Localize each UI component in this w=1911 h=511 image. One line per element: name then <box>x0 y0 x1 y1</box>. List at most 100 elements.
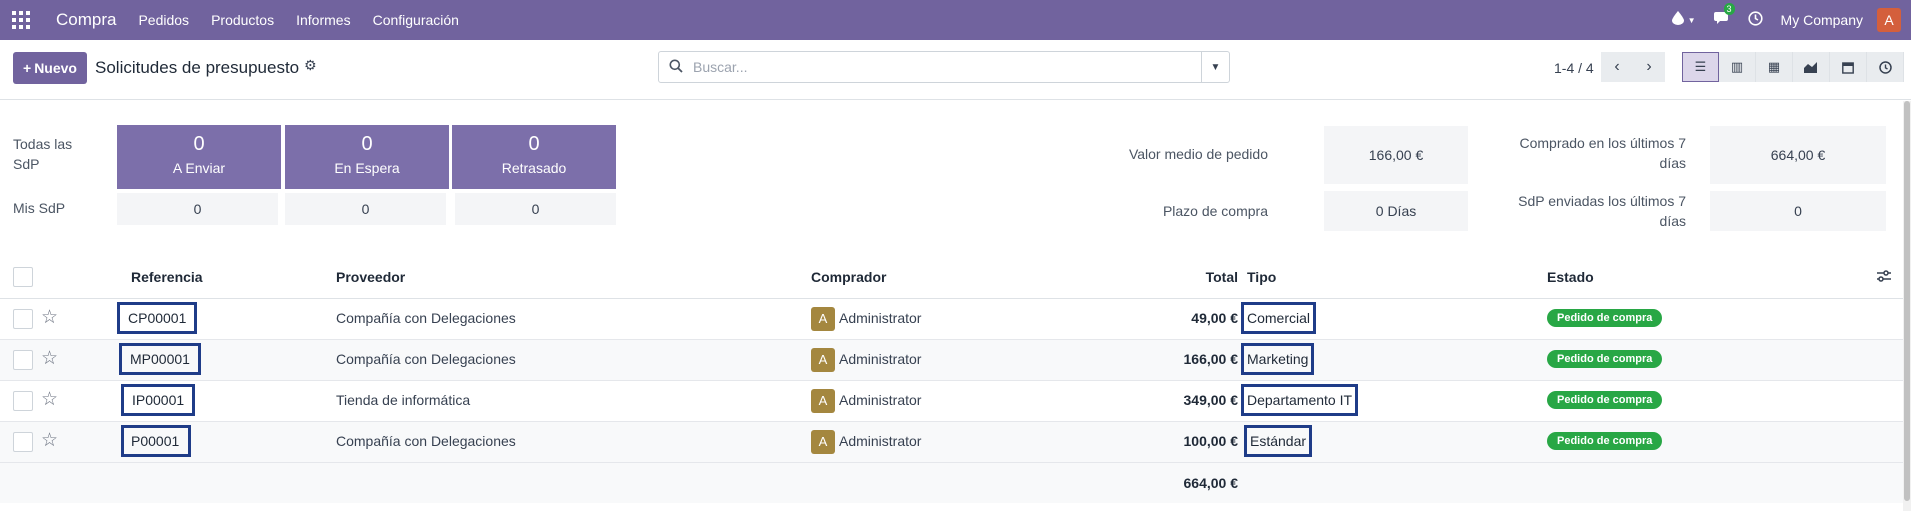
column-header-reference[interactable]: Referencia <box>131 269 203 285</box>
column-header-vendor[interactable]: Proveedor <box>336 269 406 285</box>
row-buyer: Administrator <box>839 433 922 449</box>
status-badge: Pedido de compra <box>1547 432 1663 450</box>
row-type: Estándar <box>1244 425 1313 457</box>
buyer-avatar: A <box>811 348 835 372</box>
top-navbar: Compra Pedidos Productos Informes Config… <box>0 0 1911 40</box>
tile-late-label: Retrasado <box>501 160 567 176</box>
lead-time-value: 0 Días <box>1324 191 1468 231</box>
all-rfq-label: Todas las SdP <box>13 136 73 172</box>
search-input[interactable] <box>693 59 1201 75</box>
purchase-dashboard: Todas las SdP Mis SdP 0 A Enviar 0 En Es… <box>0 101 1911 257</box>
row-buyer: Administrator <box>839 351 922 367</box>
list-view-icon[interactable]: ☰ <box>1682 52 1719 82</box>
app-brand[interactable]: Compra <box>56 10 117 29</box>
rfq-list-table: Referencia Proveedor Comprador Total Tip… <box>0 257 1911 503</box>
status-badge: Pedido de compra <box>1547 391 1663 409</box>
new-button-label: Nuevo <box>34 60 77 76</box>
messages-icon[interactable]: 3 <box>1713 3 1735 29</box>
row-checkbox[interactable] <box>13 309 33 329</box>
my-to-send-count[interactable]: 0 <box>117 193 278 225</box>
star-icon[interactable]: ☆ <box>41 348 59 369</box>
buyer-avatar: A <box>811 430 835 454</box>
row-type: Marketing <box>1241 343 1315 375</box>
tile-waiting-label: En Espera <box>334 160 400 176</box>
activity-view-icon[interactable] <box>1867 52 1904 82</box>
pager-previous-button[interactable]: ‹ <box>1601 52 1633 82</box>
avg-order-label: Valor medio de pedido <box>1128 146 1268 162</box>
plus-icon: + <box>23 60 32 76</box>
menu-informes[interactable]: Informes <box>296 12 351 28</box>
user-avatar[interactable]: A <box>1877 8 1901 32</box>
search-options-toggle[interactable]: ▼ <box>1201 52 1229 82</box>
table-row[interactable]: ☆ CP00001 Compañía con Delegaciones A Ad… <box>0 299 1911 340</box>
search-bar[interactable]: ▼ <box>658 51 1230 83</box>
row-checkbox[interactable] <box>13 432 33 452</box>
menu-pedidos[interactable]: Pedidos <box>138 12 190 28</box>
buyer-avatar: A <box>811 389 835 413</box>
column-header-total[interactable]: Total <box>1205 269 1238 285</box>
row-total: 349,00 € <box>1183 392 1239 408</box>
status-badge: Pedido de compra <box>1547 309 1663 327</box>
gear-icon[interactable]: ⚙ <box>304 57 317 73</box>
row-total: 100,00 € <box>1183 433 1239 449</box>
tile-to-send[interactable]: 0 A Enviar <box>117 125 281 189</box>
apps-menu-icon[interactable] <box>12 11 30 29</box>
pager-value[interactable]: 1-4 / 4 <box>1554 60 1594 76</box>
row-reference[interactable]: MP00001 <box>119 343 201 375</box>
column-header-buyer[interactable]: Comprador <box>811 269 887 285</box>
row-reference[interactable]: P00001 <box>121 425 192 457</box>
kanban-view-icon[interactable]: ▥ <box>1719 52 1756 82</box>
row-reference[interactable]: IP00001 <box>121 384 196 416</box>
select-all-checkbox[interactable] <box>13 267 33 287</box>
star-icon[interactable]: ☆ <box>41 430 59 451</box>
menu-productos[interactable]: Productos <box>211 12 275 28</box>
table-row[interactable]: ☆ MP00001 Compañía con Delegaciones A Ad… <box>0 340 1911 381</box>
page-scrollbar[interactable] <box>1903 101 1911 511</box>
row-vendor: Compañía con Delegaciones <box>336 351 516 367</box>
table-row[interactable]: ☆ P00001 Compañía con Delegaciones A Adm… <box>0 422 1911 463</box>
row-checkbox[interactable] <box>13 391 33 411</box>
table-row[interactable]: ☆ IP00001 Tienda de informática A Admini… <box>0 381 1911 422</box>
company-switcher[interactable]: My Company <box>1780 12 1863 28</box>
star-icon[interactable]: ☆ <box>41 307 59 328</box>
table-header: Referencia Proveedor Comprador Total Tip… <box>0 257 1911 299</box>
table-footer: 664,00 € <box>0 463 1911 503</box>
messages-count-badge: 3 <box>1723 3 1735 15</box>
purchased-7d-value: 664,00 € <box>1710 126 1886 184</box>
tile-waiting[interactable]: 0 En Espera <box>285 125 449 189</box>
grand-total: 664,00 € <box>1183 475 1239 491</box>
optional-columns-icon[interactable] <box>1876 269 1892 286</box>
row-vendor: Tienda de informática <box>336 392 471 408</box>
control-panel: + Nuevo Solicitudes de presupuesto ⚙ ▼ 1… <box>0 40 1911 100</box>
pager-next-button[interactable]: › <box>1633 52 1665 82</box>
lead-time-label: Plazo de compra <box>1162 203 1268 219</box>
graph-view-icon[interactable] <box>1793 52 1830 82</box>
activity-clock-icon[interactable] <box>1747 10 1763 30</box>
tile-late[interactable]: 0 Retrasado <box>452 125 616 189</box>
column-header-status[interactable]: Estado <box>1547 269 1594 285</box>
tile-late-count: 0 <box>528 133 540 155</box>
row-buyer: Administrator <box>839 392 922 408</box>
column-header-type[interactable]: Tipo <box>1247 269 1277 285</box>
tile-to-send-count: 0 <box>193 133 205 155</box>
my-waiting-count[interactable]: 0 <box>285 193 446 225</box>
row-total: 49,00 € <box>1191 310 1238 326</box>
sent-7d-value: 0 <box>1710 191 1886 231</box>
debug-drop-icon[interactable] <box>1671 11 1684 29</box>
row-reference[interactable]: CP00001 <box>117 302 198 334</box>
row-buyer: Administrator <box>839 310 922 326</box>
purchased-7d-label: Comprado en los últimos 7 días <box>1519 135 1686 171</box>
row-checkbox[interactable] <box>13 350 33 370</box>
chevron-down-icon[interactable]: ▼ <box>1687 15 1696 25</box>
my-late-count[interactable]: 0 <box>455 193 616 225</box>
calendar-view-icon[interactable] <box>1830 52 1867 82</box>
row-vendor: Compañía con Delegaciones <box>336 310 516 326</box>
new-button[interactable]: + Nuevo <box>13 52 87 84</box>
row-total: 166,00 € <box>1183 351 1239 367</box>
tile-waiting-count: 0 <box>361 133 373 155</box>
star-icon[interactable]: ☆ <box>41 389 59 410</box>
my-rfq-label: Mis SdP <box>13 200 66 216</box>
row-type: Departamento IT <box>1241 384 1359 416</box>
menu-configuracion[interactable]: Configuración <box>372 12 459 28</box>
pivot-view-icon[interactable]: ▦ <box>1756 52 1793 82</box>
